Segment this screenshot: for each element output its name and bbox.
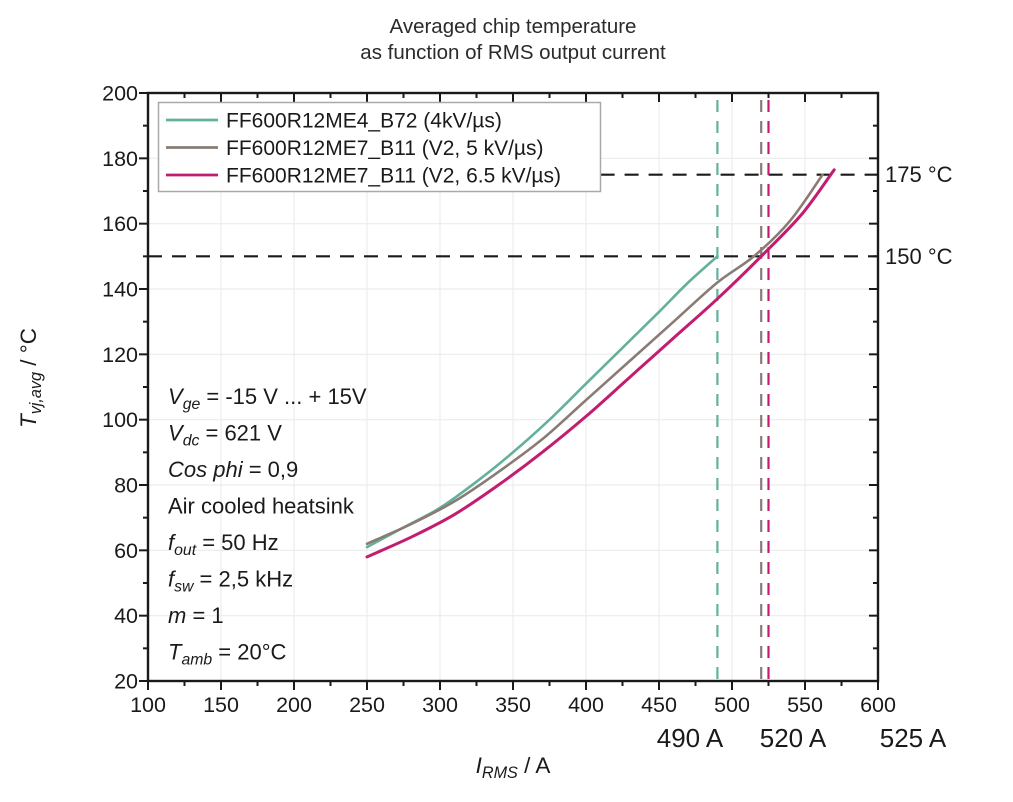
y-tick-label: 160	[102, 212, 138, 236]
text-segment: vj,avg	[27, 372, 45, 414]
y-tick-label: 60	[114, 539, 138, 563]
text-segment: m	[168, 603, 186, 628]
annotation-line-5: fsw = 2,5 kHz	[168, 567, 293, 596]
chart-title-line1: Averaged chip temperature	[390, 15, 637, 38]
annotation-line-3: Air cooled heatsink	[168, 494, 355, 519]
x-tick-label: 200	[276, 693, 312, 717]
vline-525-label: 525 A	[880, 723, 947, 753]
text-segment: f	[168, 530, 177, 555]
legend-entry-label-3: FF600R12ME7_B11 (V2, 6.5 kV/µs)	[226, 165, 561, 188]
text-segment: = 2,5 kHz	[193, 567, 293, 592]
series-line-2	[365, 168, 836, 559]
x-tick-label: 350	[495, 693, 531, 717]
vline-520-label: 520 A	[760, 723, 827, 753]
text-segment: = -15 V ... + 15V	[200, 384, 367, 409]
annotation-line-7: Tamb = 20°C	[168, 640, 287, 669]
text-segment: / °C	[16, 328, 41, 372]
y-tick-label: 120	[102, 343, 138, 367]
x-tick-label: 300	[422, 693, 458, 717]
text-segment: ge	[183, 396, 201, 413]
text-segment: / A	[518, 753, 551, 778]
text-segment: = 621 V	[199, 421, 282, 446]
annotation-line-2: Cos phi = 0,9	[168, 457, 298, 482]
y-tick-label: 180	[102, 147, 138, 171]
series-line-0	[365, 255, 719, 549]
annotation-line-6: m = 1	[168, 603, 224, 628]
text-segment: V	[168, 421, 185, 446]
series-line-1	[365, 173, 824, 546]
x-tick-label: 150	[203, 693, 239, 717]
annotation-line-0: Vge = -15 V ... + 15V	[168, 384, 367, 413]
curves-layer	[365, 168, 836, 559]
text-segment: Cos phi	[168, 457, 244, 482]
text-segment: amb	[181, 652, 212, 669]
text-segment: T	[16, 412, 41, 428]
text-segment: I	[476, 753, 482, 778]
x-axis-label: IRMS / A	[476, 753, 551, 782]
x-tick-label: 400	[568, 693, 604, 717]
ref-line-175-label: 175 °C	[885, 162, 953, 187]
x-tick-label: 550	[787, 693, 823, 717]
x-tick-label: 100	[130, 693, 166, 717]
y-tick-label: 200	[102, 82, 138, 106]
text-segment: = 50 Hz	[196, 530, 279, 555]
text-segment: f	[168, 567, 177, 592]
y-tick-label: 140	[102, 278, 138, 302]
chart-title-line2: as function of RMS output current	[360, 41, 666, 64]
annotation-line-1: Vdc = 621 V	[168, 421, 282, 450]
y-tick-label: 40	[114, 604, 138, 628]
legend-entry-label-1: FF600R12ME4_B72 (4kV/µs)	[226, 110, 502, 133]
annotation-line-4: fout = 50 Hz	[168, 530, 279, 559]
x-tick-label: 600	[860, 693, 896, 717]
ref-line-150-label: 150 °C	[885, 244, 953, 269]
text-segment: = 1	[186, 603, 223, 628]
legend-layer	[157, 101, 602, 193]
x-tick-label: 500	[714, 693, 750, 717]
vline-490-label: 490 A	[657, 723, 724, 753]
text-segment: V	[168, 384, 185, 409]
text-segment: out	[174, 542, 197, 559]
x-tick-label: 450	[641, 693, 677, 717]
y-tick-label: 80	[114, 474, 138, 498]
text-segment: = 0,9	[243, 457, 299, 482]
text-segment: T	[168, 640, 183, 665]
text-segment: Air cooled heatsink	[168, 494, 355, 519]
y-axis-label: Tvj,avg / °C	[16, 328, 45, 428]
text-segment: = 20°C	[212, 640, 286, 665]
reference-lines-layer	[148, 100, 878, 681]
text-segment: dc	[183, 433, 200, 450]
text-segment: sw	[174, 579, 195, 596]
y-tick-label: 100	[102, 408, 138, 432]
axes-layer: 100 150 200 250 300 350 400 450 500 550 600 20 40 60 8…	[16, 82, 896, 783]
y-tick-label: 20	[114, 670, 138, 694]
x-tick-label: 250	[349, 693, 385, 717]
text-segment: RMS	[482, 764, 518, 782]
legend-box	[157, 101, 602, 193]
legend-entry-label-2: FF600R12ME7_B11 (V2, 5 kV/µs)	[226, 137, 544, 160]
